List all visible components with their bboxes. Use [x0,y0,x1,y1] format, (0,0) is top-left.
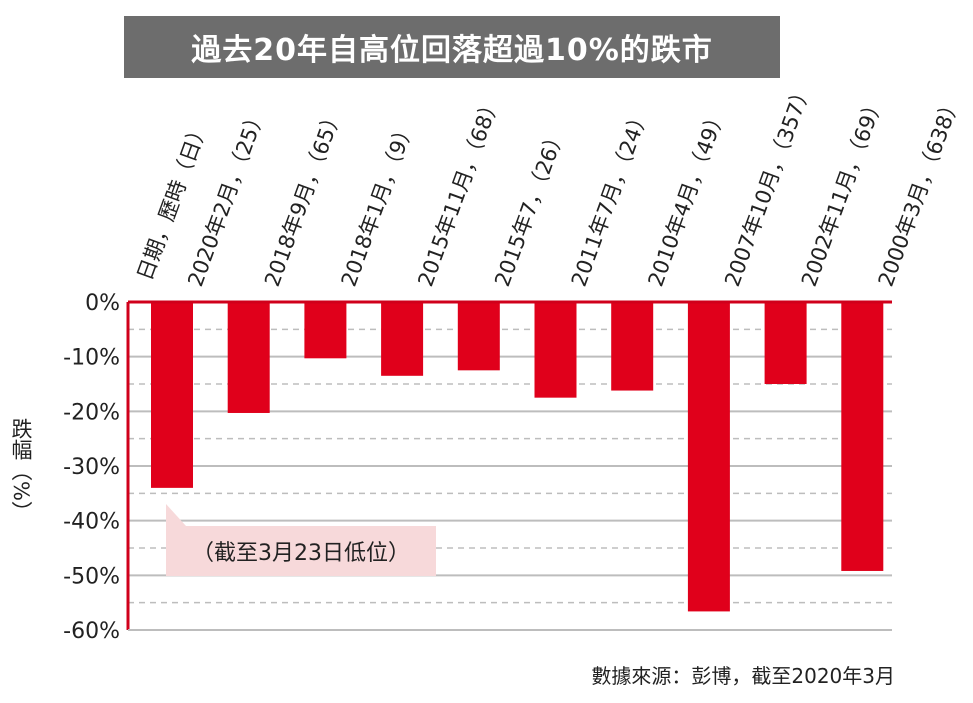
x-category-label: 2007年10月，（357） [720,80,816,290]
bar [687,302,730,612]
title-banner: 過去20年自高位回落超過10%的跌市 [124,16,780,78]
source-note: 數據來源：彭博，截至2020年3月 [591,664,895,688]
y-tick-label: -20% [63,400,120,425]
x-category-label: 2015年11月，（68） [413,92,504,289]
x-category-labels: 日期，歷時（日）2020年2月，（25）2018年9月，（65）2018年1月，… [133,80,965,290]
y-tick-label: -40% [63,510,120,535]
y-tick-label: -60% [63,619,120,644]
x-category-label: 2011年7月，（24） [567,105,654,290]
y-tick-label: -30% [63,455,120,480]
y-axis-label: 跌幅（%） [9,418,33,522]
y-tick-label: -50% [63,564,120,589]
bar [227,302,270,413]
x-category-label: 2015年7，（26） [490,125,570,290]
chart-title: 過去20年自高位回落超過10%的跌市 [191,33,713,68]
bar [304,302,347,359]
bar [457,302,500,371]
bar [764,302,807,384]
y-tick-label: -10% [63,346,120,371]
callout-tail [166,504,186,526]
x-category-label: 2010年4月，（49） [643,105,730,290]
y-tick-label: 0% [85,291,120,316]
bar [381,302,424,376]
callout-note: （截至3月23日低位） [166,526,436,576]
bar [611,302,654,391]
bars [151,302,884,612]
bar [534,302,577,398]
y-tick-labels: 0% -10% -20% -30% -40% -50% -60% [63,291,120,644]
axes [126,300,892,631]
x-category-label: 2000年3月，（638） [874,92,965,289]
bar [841,302,884,571]
bar [151,302,193,488]
x-category-label: 2018年1月，（9） [337,117,419,289]
x-category-label: 2018年9月，（65） [260,105,347,290]
x-category-label: 2002年11月，（69） [797,92,888,289]
